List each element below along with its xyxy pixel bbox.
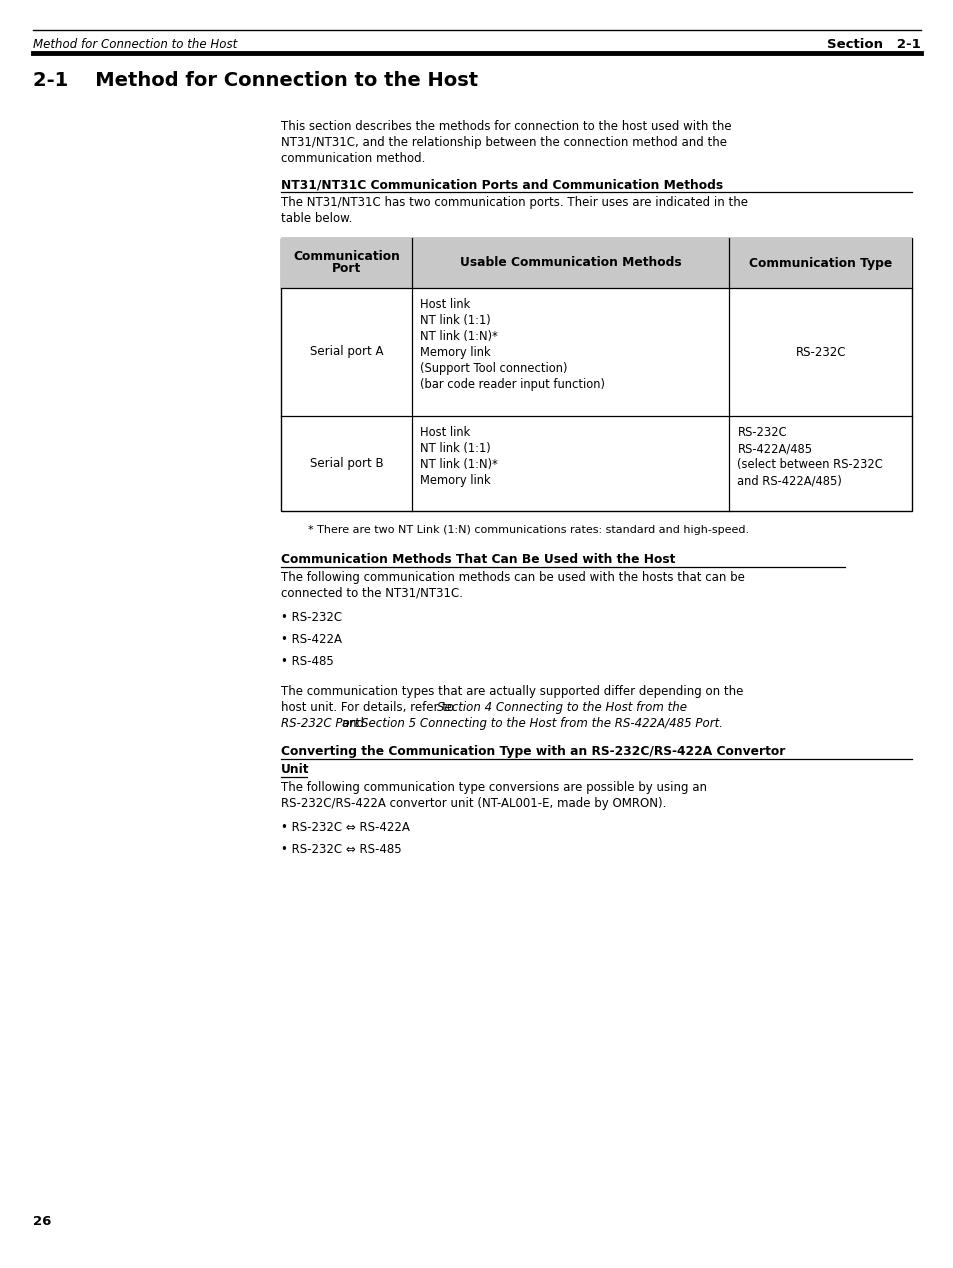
Text: Host link: Host link — [419, 426, 470, 439]
Text: connected to the NT31/NT31C.: connected to the NT31/NT31C. — [281, 587, 462, 600]
Text: Memory link: Memory link — [419, 474, 490, 487]
Text: • RS-232C ⇔ RS-485: • RS-232C ⇔ RS-485 — [281, 843, 401, 856]
Bar — [281, 238, 911, 288]
Text: 2-1    Method for Connection to the Host: 2-1 Method for Connection to the Host — [33, 71, 477, 90]
Text: • RS-485: • RS-485 — [281, 656, 334, 668]
Text: table below.: table below. — [281, 212, 352, 224]
Text: NT link (1:1): NT link (1:1) — [419, 314, 490, 327]
Text: host unit. For details, refer to: host unit. For details, refer to — [281, 701, 457, 714]
Text: NT31/NT31C, and the relationship between the connection method and the: NT31/NT31C, and the relationship between… — [281, 136, 726, 150]
Text: and: and — [337, 716, 367, 730]
Text: (Support Tool connection): (Support Tool connection) — [419, 361, 567, 375]
Text: RS-232C: RS-232C — [737, 426, 786, 439]
Text: NT link (1:N)*: NT link (1:N)* — [419, 330, 497, 344]
Text: The communication types that are actually supported differ depending on the: The communication types that are actuall… — [281, 685, 742, 697]
Text: Host link: Host link — [419, 298, 470, 311]
Text: The following communication methods can be used with the hosts that can be: The following communication methods can … — [281, 571, 744, 585]
Text: NT31/NT31C Communication Ports and Communication Methods: NT31/NT31C Communication Ports and Commu… — [281, 178, 722, 191]
Text: Serial port B: Serial port B — [310, 456, 383, 470]
Text: 26: 26 — [33, 1215, 51, 1227]
Text: communication method.: communication method. — [281, 152, 425, 165]
Text: NT link (1:N)*: NT link (1:N)* — [419, 458, 497, 470]
Text: NT link (1:1): NT link (1:1) — [419, 443, 490, 455]
Text: • RS-232C: • RS-232C — [281, 611, 342, 624]
Text: * There are two NT Link (1:N) communications rates: standard and high-speed.: * There are two NT Link (1:N) communicat… — [301, 525, 748, 535]
Text: Usable Communication Methods: Usable Communication Methods — [459, 256, 680, 270]
Text: Section   2-1: Section 2-1 — [826, 38, 920, 51]
Text: Unit: Unit — [281, 763, 309, 776]
Text: Serial port A: Serial port A — [310, 345, 383, 359]
Text: RS-422A/485: RS-422A/485 — [737, 443, 812, 455]
Text: (bar code reader input function): (bar code reader input function) — [419, 378, 604, 391]
Text: • RS-232C ⇔ RS-422A: • RS-232C ⇔ RS-422A — [281, 820, 410, 834]
Text: Section 4 Connecting to the Host from the: Section 4 Connecting to the Host from th… — [436, 701, 686, 714]
Text: • RS-422A: • RS-422A — [281, 633, 341, 645]
Text: Communication Methods That Can Be Used with the Host: Communication Methods That Can Be Used w… — [281, 553, 675, 566]
Text: This section describes the methods for connection to the host used with the: This section describes the methods for c… — [281, 120, 731, 133]
Text: Communication: Communication — [293, 251, 399, 264]
Text: Communication Type: Communication Type — [748, 256, 891, 270]
Text: (select between RS-232C: (select between RS-232C — [737, 458, 882, 470]
Bar — [281, 238, 911, 511]
Text: Port: Port — [332, 262, 361, 275]
Text: RS-232C: RS-232C — [795, 345, 845, 359]
Text: The NT31/NT31C has two communication ports. Their uses are indicated in the: The NT31/NT31C has two communication por… — [281, 197, 747, 209]
Text: Memory link: Memory link — [419, 346, 490, 359]
Text: Converting the Communication Type with an RS-232C/RS-422A Convertor: Converting the Communication Type with a… — [281, 746, 784, 758]
Text: RS-232C/RS-422A convertor unit (NT-AL001-E, made by OMRON).: RS-232C/RS-422A convertor unit (NT-AL001… — [281, 798, 666, 810]
Text: RS-232C Port: RS-232C Port — [281, 716, 359, 730]
Text: and RS-422A/485): and RS-422A/485) — [737, 474, 841, 487]
Text: Method for Connection to the Host: Method for Connection to the Host — [33, 38, 237, 51]
Text: Section 5 Connecting to the Host from the RS-422A/485 Port.: Section 5 Connecting to the Host from th… — [361, 716, 722, 730]
Text: The following communication type conversions are possible by using an: The following communication type convers… — [281, 781, 706, 794]
